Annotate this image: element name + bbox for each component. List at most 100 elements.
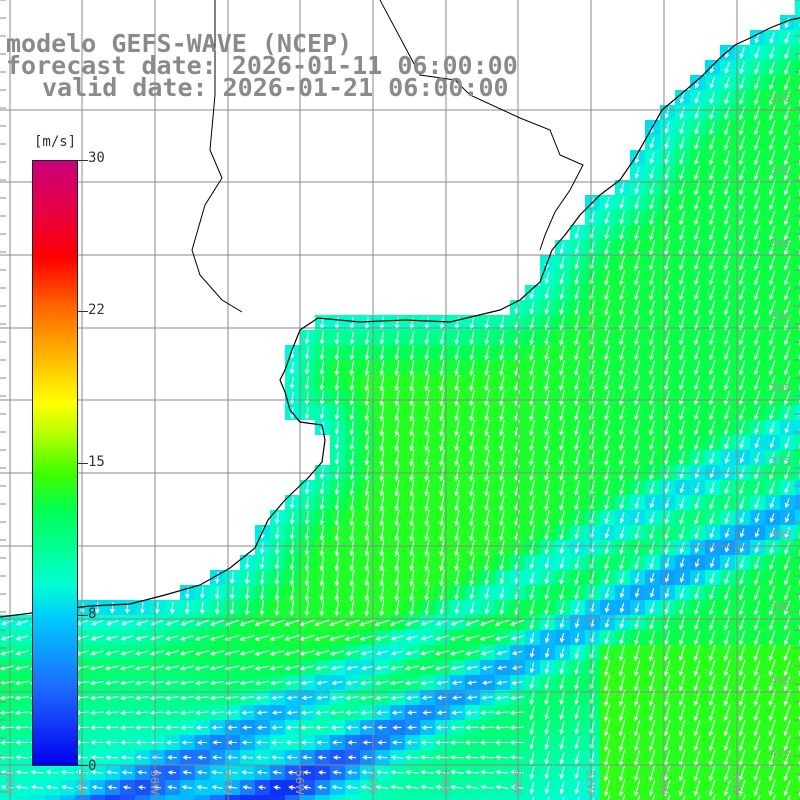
lat-label: 40S <box>770 674 791 687</box>
wind-arrow <box>469 479 475 497</box>
wind-arrow <box>289 361 295 375</box>
wind-arrow <box>364 509 370 527</box>
wind-arrow <box>649 435 656 451</box>
wind-arrow <box>454 539 460 557</box>
speed-cell <box>795 405 800 420</box>
wind-arrow <box>209 634 225 641</box>
speed-cell <box>225 795 240 800</box>
wind-arrow <box>409 479 415 497</box>
wind-arrow <box>439 585 445 601</box>
wind-arrow <box>738 644 746 662</box>
wind-arrow <box>394 554 400 572</box>
wind-arrow <box>374 680 389 686</box>
wind-arrow <box>484 345 490 361</box>
wind-arrow <box>738 659 746 677</box>
wind-arrow <box>619 571 625 585</box>
wind-arrow <box>679 345 686 361</box>
wind-arrow <box>604 450 610 466</box>
wind-arrow <box>330 725 344 730</box>
wind-arrow <box>240 695 254 701</box>
wind-arrow <box>379 554 385 572</box>
wind-arrow <box>679 255 686 271</box>
wind-arrow <box>241 755 253 760</box>
wind-arrow <box>619 405 626 421</box>
wind-arrow <box>694 345 701 361</box>
wind-arrow <box>379 389 385 407</box>
wind-arrow <box>184 601 190 615</box>
wind-arrow <box>544 556 550 569</box>
wind-arrow <box>289 496 295 510</box>
speed-cell <box>450 795 465 800</box>
wind-arrow <box>254 634 270 641</box>
wind-arrow <box>634 300 641 316</box>
wind-arrow <box>169 601 175 615</box>
speed-cell <box>765 795 780 800</box>
wind-arrow <box>405 619 419 626</box>
wind-arrow <box>496 680 508 686</box>
wind-arrow <box>364 524 370 542</box>
wind-arrow <box>709 285 716 301</box>
wind-arrow <box>349 390 355 406</box>
wind-arrow <box>406 635 419 641</box>
wind-arrow <box>708 644 716 662</box>
wind-arrow <box>544 271 550 285</box>
wind-arrow <box>466 695 478 701</box>
wind-arrow <box>753 390 761 406</box>
wind-arrow <box>304 510 310 526</box>
wind-arrow <box>454 494 460 512</box>
wind-arrow <box>768 135 776 151</box>
wind-arrow <box>254 680 270 686</box>
wind-arrow <box>723 375 731 391</box>
wind-arrow <box>135 635 149 641</box>
wind-arrow <box>0 710 15 716</box>
wind-arrow <box>769 75 776 91</box>
wind-arrow <box>420 784 434 790</box>
wind-arrow <box>649 255 656 271</box>
speed-cell <box>795 510 800 525</box>
wind-arrow <box>494 619 510 627</box>
wind-arrow <box>679 225 686 241</box>
wind-arrow <box>649 511 655 525</box>
wind-arrow <box>544 510 550 526</box>
wind-arrow <box>604 511 610 525</box>
wind-arrow <box>723 360 731 376</box>
wind-arrow <box>256 740 268 745</box>
wind-arrow <box>709 195 716 211</box>
wind-arrow <box>299 665 315 671</box>
wind-arrow <box>361 665 373 671</box>
wind-arrow <box>604 226 610 240</box>
wind-arrow <box>469 331 475 345</box>
wind-arrow <box>753 615 761 631</box>
wind-arrow <box>329 619 345 627</box>
wind-arrow <box>274 511 280 525</box>
wind-arrow <box>304 525 310 541</box>
wind-arrow <box>317 784 327 790</box>
colorbar-tick-30: 30 <box>88 150 105 166</box>
wind-arrow <box>784 46 791 60</box>
wind-arrow <box>15 769 29 775</box>
wind-arrow <box>469 434 475 452</box>
wind-arrow <box>465 725 479 730</box>
wind-arrow <box>196 769 208 775</box>
wind-arrow <box>694 255 701 271</box>
wind-arrow <box>304 584 310 602</box>
wind-arrow <box>196 740 207 745</box>
wind-arrow <box>634 375 641 391</box>
speed-cell <box>795 495 800 510</box>
wind-arrow <box>394 584 400 602</box>
wind-arrow <box>304 569 310 587</box>
wind-arrow <box>199 586 205 600</box>
wind-arrow <box>754 405 761 421</box>
wind-arrow <box>604 240 610 256</box>
wind-arrow <box>604 211 610 225</box>
wind-arrow <box>679 482 685 494</box>
wind-arrow <box>105 740 119 745</box>
wind-arrow <box>768 120 776 136</box>
wind-arrow <box>678 779 686 797</box>
wind-arrow <box>559 360 565 376</box>
wind-arrow <box>738 375 746 391</box>
wind-arrow <box>376 650 388 656</box>
wind-arrow <box>663 719 671 737</box>
wind-arrow <box>664 121 670 135</box>
wind-arrow <box>379 479 385 497</box>
